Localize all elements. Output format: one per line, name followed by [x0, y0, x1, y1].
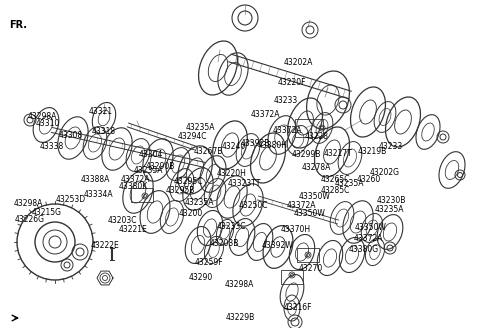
- Text: 43321: 43321: [89, 107, 113, 116]
- Text: 43285C: 43285C: [320, 186, 350, 195]
- Text: 43350W: 43350W: [355, 223, 386, 233]
- Text: 43392B: 43392B: [240, 139, 270, 148]
- Text: 43270: 43270: [299, 264, 323, 274]
- Text: 43203C: 43203C: [108, 216, 137, 225]
- Text: 43295B: 43295B: [165, 186, 195, 195]
- Text: 43233: 43233: [274, 95, 298, 105]
- Text: 43350W: 43350W: [299, 192, 330, 201]
- Text: 43265C: 43265C: [320, 175, 350, 184]
- Text: 43299B: 43299B: [291, 150, 321, 159]
- Text: 43290: 43290: [189, 273, 213, 282]
- Text: 43202A: 43202A: [284, 58, 313, 68]
- Text: 43230B: 43230B: [376, 196, 406, 205]
- Text: 43228: 43228: [305, 132, 329, 141]
- Text: 43267B: 43267B: [194, 147, 224, 156]
- Text: 43220F: 43220F: [277, 78, 306, 87]
- Text: 43220H: 43220H: [216, 169, 246, 178]
- Text: 43215G: 43215G: [32, 208, 62, 217]
- Text: 43260: 43260: [357, 175, 381, 184]
- Text: 43235A: 43235A: [186, 123, 216, 133]
- Text: 43372A: 43372A: [250, 110, 280, 119]
- Text: 43278A: 43278A: [301, 163, 331, 172]
- Text: 43294C: 43294C: [177, 132, 207, 141]
- Text: 43372A: 43372A: [287, 201, 316, 211]
- Text: 43202G: 43202G: [370, 168, 400, 177]
- Text: 43380G: 43380G: [349, 245, 379, 255]
- Text: 43217T: 43217T: [324, 149, 353, 158]
- Text: 43203B: 43203B: [210, 239, 240, 248]
- Text: 43350W: 43350W: [294, 209, 325, 218]
- Text: 43226G: 43226G: [15, 215, 45, 224]
- Text: 43388A: 43388A: [80, 175, 110, 184]
- Text: 43200: 43200: [179, 209, 203, 218]
- Text: 43298A: 43298A: [224, 280, 254, 289]
- Text: 43235A: 43235A: [134, 166, 164, 175]
- Text: 43380K: 43380K: [119, 182, 148, 192]
- Text: 43235A: 43235A: [184, 198, 214, 207]
- Text: 43295C: 43295C: [173, 176, 203, 186]
- Text: 43222E: 43222E: [90, 241, 119, 250]
- Text: 43392W: 43392W: [262, 241, 293, 250]
- Text: 43290B: 43290B: [146, 162, 176, 171]
- Text: 43259F: 43259F: [194, 258, 223, 267]
- Text: 43323TT: 43323TT: [227, 178, 261, 188]
- Text: 43216F: 43216F: [283, 303, 312, 312]
- Text: 43298A: 43298A: [27, 112, 57, 121]
- Text: 43219B: 43219B: [358, 147, 386, 156]
- Text: 43253D: 43253D: [56, 195, 86, 204]
- Text: 43370H: 43370H: [280, 225, 310, 234]
- Text: 43380H: 43380H: [258, 141, 288, 151]
- Text: 43233: 43233: [379, 142, 403, 152]
- Text: FR.: FR.: [9, 20, 27, 30]
- Text: 43233C: 43233C: [217, 222, 247, 231]
- Text: 43372A: 43372A: [354, 234, 384, 243]
- Text: 43372A: 43372A: [272, 126, 302, 135]
- Text: 43338: 43338: [40, 142, 64, 152]
- Text: 43235A: 43235A: [335, 179, 364, 188]
- Text: 43318: 43318: [91, 127, 115, 136]
- Text: 43240: 43240: [222, 142, 246, 152]
- Text: 43229B: 43229B: [226, 313, 254, 322]
- Text: 43235A: 43235A: [375, 205, 405, 214]
- Text: 43304: 43304: [139, 150, 163, 159]
- Text: 43308: 43308: [59, 131, 83, 140]
- Text: 43250C: 43250C: [239, 201, 268, 211]
- Text: 43334A: 43334A: [84, 190, 113, 199]
- Text: 43221E: 43221E: [119, 225, 148, 234]
- Text: 43310: 43310: [36, 119, 60, 129]
- Text: 43372A: 43372A: [120, 175, 150, 184]
- Text: 43298A: 43298A: [13, 199, 43, 208]
